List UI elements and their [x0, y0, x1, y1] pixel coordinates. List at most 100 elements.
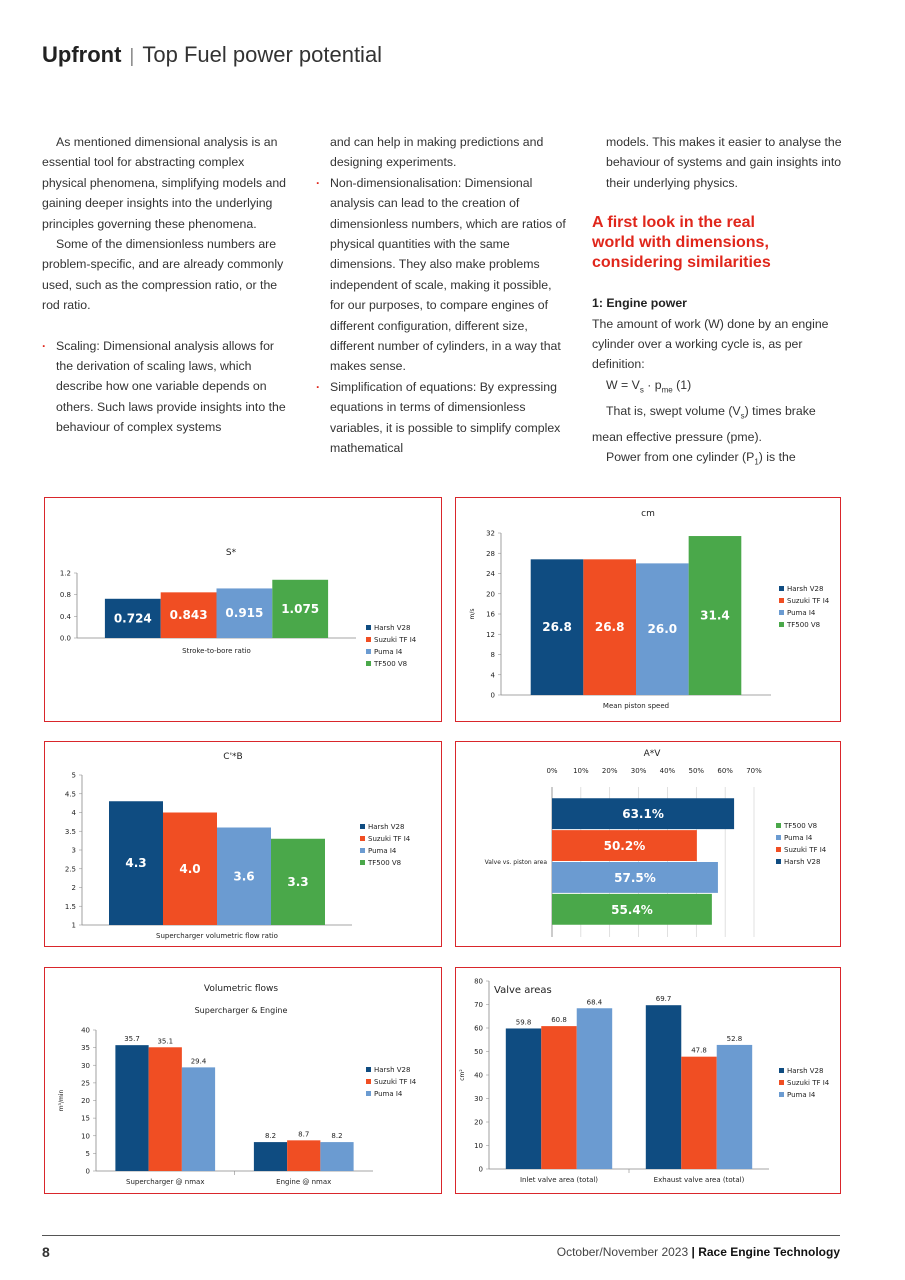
column: and can help in making predictions and d…: [316, 132, 566, 459]
value-label: 35.1: [157, 1037, 173, 1045]
y-tick-label: 60: [474, 1025, 483, 1033]
legend-label: Puma I4: [374, 648, 403, 656]
y-tick-label: 20: [81, 1097, 90, 1105]
legend-swatch: [776, 835, 781, 840]
formula-part: (1): [676, 377, 692, 392]
x-tick-label: 40%: [660, 767, 676, 775]
legend-label: Harsh V28: [374, 624, 410, 632]
value-label: 0.724: [114, 611, 152, 625]
value-label: 0.915: [225, 606, 263, 620]
y-tick-label: 3.5: [65, 828, 76, 836]
paragraph: and can help in making predictions and d…: [330, 135, 544, 170]
value-label: 3.6: [233, 869, 254, 883]
y-tick-label: 0.4: [60, 613, 72, 621]
legend-label: Suzuki TF I4: [374, 1078, 417, 1086]
value-label: 26.8: [542, 620, 572, 634]
chart-panel: cm m/s 0 4 8 12 16 20 24 28 32 Mean piston speed 26.…: [455, 497, 841, 722]
separator: |: [129, 46, 135, 67]
y-tick-label: 1.2: [60, 570, 71, 578]
value-label: 4.0: [179, 862, 200, 876]
bar: [645, 1005, 682, 1169]
legend-swatch: [779, 610, 784, 615]
bullet: Scaling: Dimensional analysis allows for…: [42, 336, 292, 438]
legend-swatch: [779, 622, 784, 627]
bar: [271, 838, 325, 925]
bar: [505, 1028, 542, 1169]
value-label: 57.5%: [614, 871, 656, 885]
x-tick-label: Inlet valve area (total): [520, 1176, 598, 1184]
text: That is, swept volume (V: [606, 403, 741, 418]
value-label: 3.3: [287, 875, 308, 889]
paragraph: The amount of work (W) done by an engine…: [592, 316, 829, 372]
footer-rule: [42, 1235, 840, 1236]
y-tick-label: Valve vs. piston area: [485, 859, 548, 866]
legend-label: TF500 V8: [373, 660, 407, 668]
legend-swatch: [366, 1091, 371, 1096]
bar: [530, 559, 584, 695]
chart-title: Volumetric flows: [204, 984, 279, 994]
y-tick-label: 24: [486, 570, 495, 578]
bar: [320, 1142, 354, 1171]
footer: October/November 2023 | Race Engine Tech…: [557, 1245, 840, 1259]
formula-part: W = V: [606, 377, 640, 392]
y-axis-label: cm²: [459, 1069, 466, 1081]
chart-title: C'*B: [223, 752, 242, 762]
y-tick-label: 0: [86, 1168, 90, 1176]
legend-swatch: [779, 1068, 784, 1073]
y-tick-label: 0: [491, 692, 495, 700]
legend-label: Harsh V28: [784, 858, 820, 866]
bar: [253, 1142, 288, 1171]
y-tick-label: 10: [81, 1132, 90, 1140]
legend-swatch: [366, 649, 371, 654]
text: ) times brake mean effective pressure (p…: [592, 403, 816, 444]
legend-label: Suzuki TF I4: [787, 1079, 830, 1087]
value-label: 63.1%: [622, 807, 664, 821]
chart: S* 0.0 0.4 0.8 1.2 Stroke-to-bore ratio 0.724 0…: [60, 548, 417, 668]
page-number: 8: [42, 1244, 50, 1260]
legend-swatch: [366, 1079, 371, 1084]
bar: [287, 1140, 321, 1171]
legend-swatch: [776, 859, 781, 864]
bar: [216, 588, 273, 638]
bar: [541, 1026, 577, 1169]
legend-swatch: [366, 1067, 371, 1072]
y-tick-label: 30: [474, 1095, 483, 1103]
sub: s: [740, 411, 745, 421]
value-label: 8.2: [265, 1132, 276, 1140]
legend-swatch: [360, 848, 365, 853]
bar: [716, 1044, 753, 1169]
x-tick-label: 70%: [746, 767, 762, 775]
paragraph: Some of the dimensionless numbers are pr…: [42, 237, 284, 313]
legend-label: Harsh V28: [368, 823, 404, 831]
column: models. This makes it easier to analyse …: [592, 132, 842, 473]
y-tick-label: 15: [81, 1115, 90, 1123]
bullet: Simplification of equations: By expressi…: [316, 377, 566, 459]
x-tick-label: Stroke-to-bore ratio: [182, 647, 251, 655]
chart-subtitle: Supercharger & Engine: [195, 1006, 288, 1015]
legend-swatch: [779, 598, 784, 603]
x-tick-label: Engine @ nmax: [276, 1178, 331, 1186]
x-tick-label: 20%: [602, 767, 618, 775]
value-label: 26.0: [648, 622, 678, 636]
value-label: 47.8: [691, 1047, 707, 1055]
legend-label: Suzuki TF I4: [784, 846, 827, 854]
bar: [552, 798, 735, 830]
legend-label: Suzuki TF I4: [374, 636, 417, 644]
legend-label: Puma I4: [787, 1091, 816, 1099]
legend-swatch: [366, 637, 371, 642]
paragraph: Power from one cylinder (P1) is the: [592, 447, 842, 473]
legend-label: Puma I4: [787, 609, 816, 617]
legend-label: TF500 V8: [367, 859, 401, 867]
text: Power from one cylinder (P: [606, 449, 755, 464]
chart: C'*B 1 1.5 2 2.5 3 3.5 4 4.5 5 Supercharger volume…: [65, 752, 411, 940]
y-tick-label: 1.5: [65, 903, 76, 911]
legend-label: Puma I4: [374, 1090, 403, 1098]
chart-panel: C'*B 1 1.5 2 2.5 3 3.5 4 4.5 5 Supercharger volume…: [44, 741, 442, 947]
y-tick-label: 30: [81, 1062, 90, 1070]
bar: [109, 801, 163, 925]
x-tick-label: 10%: [573, 767, 589, 775]
column: As mentioned dimensional analysis is an …: [42, 132, 292, 438]
y-tick-label: 4: [491, 671, 496, 679]
chart-panel: A*V 0% 10% 20% 30% 40% 50% 60% 70% Valve vs. pist…: [455, 741, 841, 947]
value-label: 68.4: [587, 998, 603, 1006]
